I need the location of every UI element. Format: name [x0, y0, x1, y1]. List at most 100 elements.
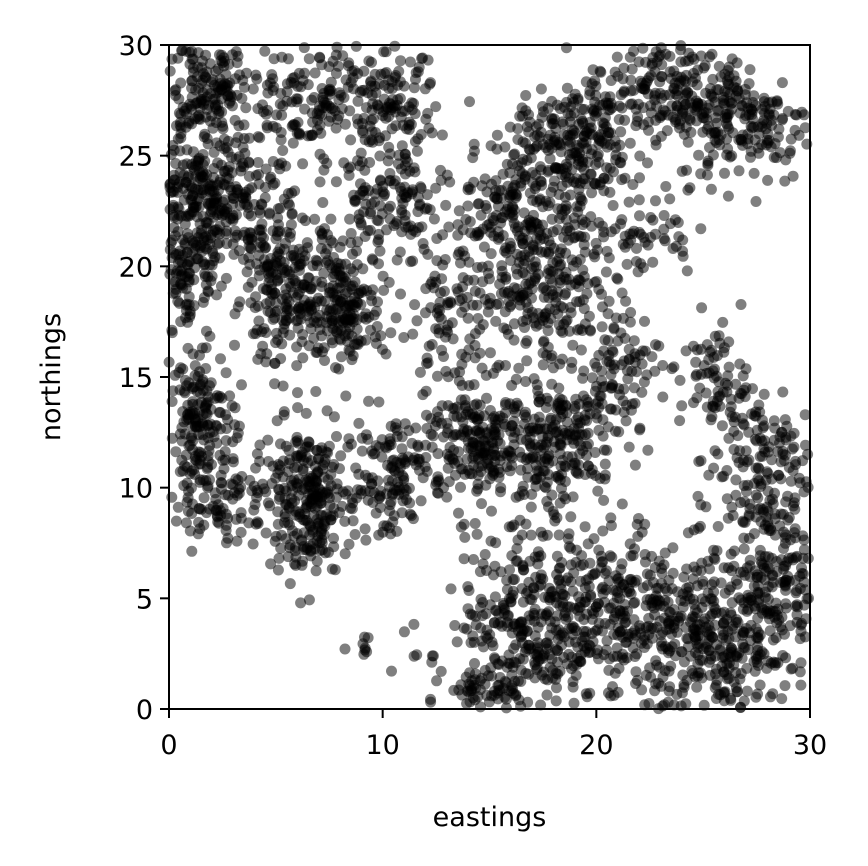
scatter-point	[534, 318, 545, 330]
scatter-point	[188, 464, 200, 476]
scatter-point	[652, 594, 664, 606]
scatter-point	[611, 650, 623, 662]
scatter-point	[529, 413, 540, 425]
scatter-point	[364, 208, 376, 220]
scatter-point	[435, 313, 447, 325]
scatter-point	[542, 674, 554, 686]
scatter-point	[611, 51, 623, 63]
scatter-point	[663, 574, 675, 586]
scatter-point	[309, 67, 321, 79]
scatter-point	[733, 457, 745, 468]
scatter-point	[710, 127, 722, 139]
scatter-point	[746, 104, 758, 116]
scatter-point	[442, 462, 454, 474]
scatter-point	[326, 563, 338, 575]
scatter-point	[212, 99, 224, 111]
scatter-point	[300, 407, 312, 419]
scatter-point	[521, 355, 533, 367]
scatter-point	[399, 168, 411, 180]
scatter-point	[705, 653, 717, 665]
scatter-point	[164, 65, 176, 77]
scatter-point	[599, 458, 611, 470]
scatter-point	[625, 550, 637, 562]
scatter-point	[400, 484, 412, 496]
scatter-point	[511, 543, 523, 555]
scatter-point	[537, 359, 549, 371]
scatter-point	[733, 592, 745, 604]
scatter-point	[265, 558, 277, 570]
scatter-point	[186, 183, 198, 194]
scatter-point	[262, 434, 274, 446]
scatter-point	[320, 102, 332, 114]
scatter-point	[738, 532, 750, 544]
scatter-point	[722, 143, 734, 155]
scatter-point	[229, 402, 241, 414]
scatter-point	[397, 470, 409, 482]
scatter-point	[411, 315, 423, 327]
scatter-point	[455, 521, 467, 533]
scatter-point	[233, 245, 245, 257]
scatter-point	[758, 648, 770, 660]
scatter-point	[349, 529, 361, 540]
scatter-point	[562, 533, 574, 545]
scatter-point	[771, 609, 783, 621]
scatter-point	[492, 226, 504, 238]
scatter-point	[201, 325, 212, 337]
scatter-point	[495, 482, 507, 494]
scatter-point	[265, 171, 277, 183]
scatter-point	[211, 420, 223, 432]
scatter-point	[601, 444, 613, 456]
scatter-point	[563, 648, 575, 660]
scatter-point	[337, 312, 349, 324]
scatter-point	[732, 686, 743, 698]
scatter-point	[363, 395, 375, 407]
scatter-point	[244, 259, 256, 270]
scatter-point	[183, 276, 195, 288]
scatter-point	[748, 167, 760, 179]
scatter-point	[182, 172, 194, 183]
scatter-point	[560, 214, 572, 225]
scatter-point	[417, 238, 429, 249]
scatter-point	[600, 565, 612, 577]
scatter-point	[221, 85, 233, 97]
scatter-point	[385, 327, 397, 339]
scatter-point	[359, 164, 371, 176]
scatter-point	[571, 256, 582, 268]
scatter-point	[725, 694, 737, 706]
scatter-point	[198, 241, 210, 253]
scatter-point	[662, 596, 674, 608]
scatter-point	[777, 508, 789, 520]
scatter-point	[784, 145, 796, 157]
scatter-point	[535, 526, 547, 538]
scatter-point	[604, 550, 616, 562]
scatter-point	[516, 583, 528, 595]
scatter-point	[355, 178, 366, 190]
scatter-point	[540, 482, 552, 494]
scatter-point	[591, 648, 603, 660]
scatter-point	[735, 497, 747, 509]
scatter-point	[624, 137, 636, 149]
scatter-point	[360, 469, 371, 481]
scatter-point	[660, 641, 671, 653]
scatter-point	[182, 492, 194, 504]
scatter-point	[258, 240, 270, 252]
scatter-point	[641, 369, 653, 381]
scatter-point	[584, 116, 596, 128]
scatter-point	[462, 181, 474, 193]
scatter-point	[742, 128, 754, 140]
scatter-point	[314, 225, 326, 237]
scatter-point	[646, 550, 658, 562]
scatter-point	[726, 623, 738, 635]
scatter-point	[284, 329, 296, 341]
scatter-point	[492, 233, 504, 245]
scatter-point	[560, 575, 572, 587]
scatter-point	[568, 697, 580, 709]
scatter-point	[458, 553, 470, 565]
scatter-point	[574, 323, 586, 335]
scatter-point	[585, 589, 597, 601]
scatter-point	[292, 402, 304, 414]
scatter-point	[412, 222, 424, 234]
scatter-point	[411, 145, 423, 157]
scatter-point	[705, 414, 717, 426]
scatter-point	[169, 369, 181, 381]
